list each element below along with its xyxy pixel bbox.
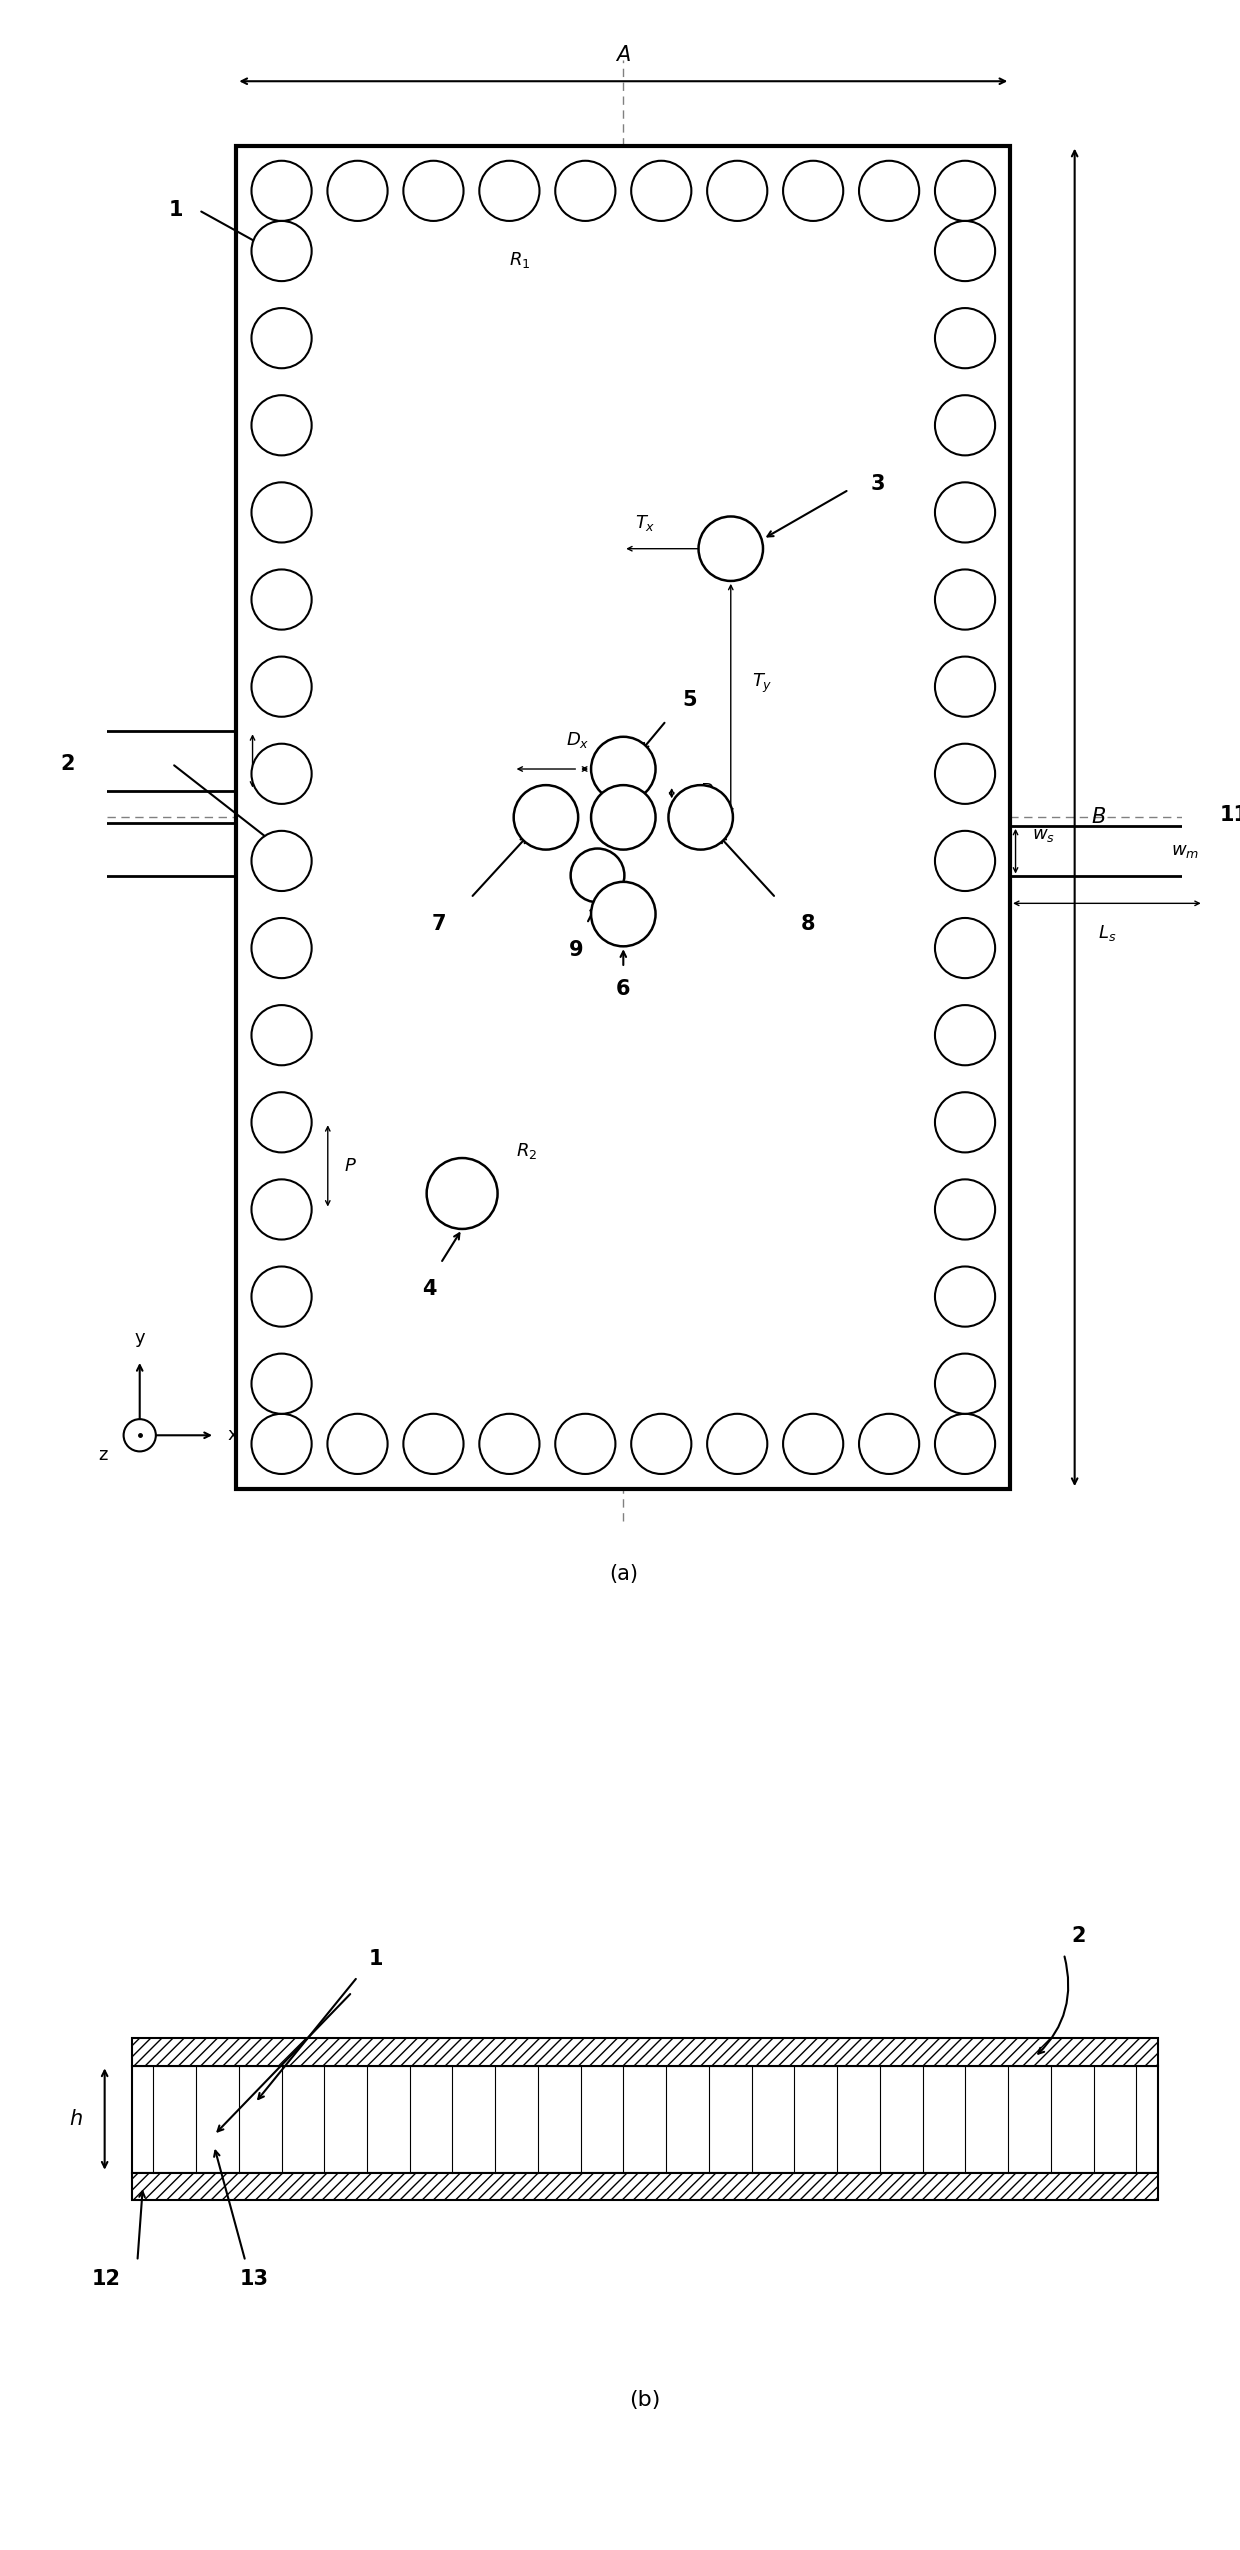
Circle shape: [403, 1413, 464, 1474]
Circle shape: [631, 161, 692, 222]
Circle shape: [935, 745, 996, 803]
Circle shape: [935, 831, 996, 890]
Circle shape: [252, 1354, 311, 1413]
Circle shape: [252, 309, 311, 367]
Text: $T_x$: $T_x$: [635, 513, 655, 533]
Circle shape: [252, 831, 311, 890]
Circle shape: [707, 161, 768, 222]
Text: $L_s$: $L_s$: [1097, 923, 1116, 944]
Circle shape: [698, 518, 763, 581]
Text: 6: 6: [616, 979, 631, 1000]
Text: $P$: $P$: [343, 1158, 357, 1176]
Circle shape: [707, 1413, 768, 1474]
Circle shape: [556, 161, 615, 222]
Circle shape: [403, 161, 464, 222]
Circle shape: [935, 1005, 996, 1066]
Text: $w_1$: $w_1$: [269, 752, 293, 770]
Text: 5: 5: [682, 691, 697, 709]
Circle shape: [591, 882, 656, 946]
Circle shape: [935, 1178, 996, 1239]
Circle shape: [427, 1158, 497, 1229]
Text: (b): (b): [629, 2389, 661, 2410]
Circle shape: [591, 785, 656, 849]
Text: $w_s$: $w_s$: [1032, 826, 1055, 844]
Text: 8: 8: [801, 913, 816, 933]
Bar: [131, 2066, 1158, 2173]
Circle shape: [252, 745, 311, 803]
Text: z: z: [98, 1446, 108, 1464]
Circle shape: [252, 482, 311, 543]
Circle shape: [859, 1413, 919, 1474]
Circle shape: [252, 395, 311, 456]
Circle shape: [935, 655, 996, 717]
Circle shape: [252, 569, 311, 630]
Circle shape: [668, 785, 733, 849]
Circle shape: [480, 161, 539, 222]
Circle shape: [556, 1413, 615, 1474]
Circle shape: [935, 1091, 996, 1153]
Text: $h$: $h$: [69, 2109, 83, 2129]
Circle shape: [784, 161, 843, 222]
Circle shape: [935, 918, 996, 979]
Circle shape: [935, 222, 996, 280]
Text: 2: 2: [1071, 1925, 1086, 1946]
Text: $T_y$: $T_y$: [753, 671, 773, 694]
Circle shape: [327, 1413, 388, 1474]
Circle shape: [935, 1413, 996, 1474]
Circle shape: [252, 1178, 311, 1239]
Circle shape: [859, 161, 919, 222]
Text: $A$: $A$: [615, 46, 631, 66]
Circle shape: [252, 1413, 311, 1474]
Circle shape: [935, 1354, 996, 1413]
Text: $B$: $B$: [1091, 808, 1106, 826]
Circle shape: [480, 1413, 539, 1474]
Text: $R_2$: $R_2$: [516, 1142, 537, 1160]
Text: 3: 3: [870, 474, 885, 495]
Circle shape: [513, 785, 578, 849]
Circle shape: [124, 1420, 156, 1451]
Text: 11: 11: [1220, 806, 1240, 826]
Circle shape: [252, 1091, 311, 1153]
Circle shape: [784, 1413, 843, 1474]
Circle shape: [252, 1267, 311, 1326]
Circle shape: [935, 309, 996, 367]
Text: $D_y$: $D_y$: [698, 783, 722, 806]
Circle shape: [591, 737, 656, 801]
Text: 1: 1: [368, 1948, 383, 1969]
Text: 4: 4: [423, 1280, 438, 1300]
Text: 1: 1: [169, 201, 182, 219]
Bar: [237, 145, 1011, 1489]
Bar: [131, 2037, 1158, 2066]
Text: 12: 12: [92, 2270, 122, 2290]
Circle shape: [327, 161, 388, 222]
Bar: [131, 2173, 1158, 2201]
Circle shape: [252, 222, 311, 280]
Circle shape: [935, 395, 996, 456]
Text: 9: 9: [569, 941, 583, 959]
Circle shape: [935, 569, 996, 630]
Circle shape: [252, 161, 311, 222]
Text: 2: 2: [61, 755, 76, 773]
Text: $R_1$: $R_1$: [510, 250, 531, 270]
Text: $w_m$: $w_m$: [1172, 842, 1199, 859]
Text: 13: 13: [241, 2270, 269, 2290]
Text: 7: 7: [432, 913, 445, 933]
Text: y: y: [134, 1329, 145, 1346]
Circle shape: [252, 655, 311, 717]
Circle shape: [252, 918, 311, 979]
Circle shape: [252, 1005, 311, 1066]
Circle shape: [935, 1267, 996, 1326]
Circle shape: [631, 1413, 692, 1474]
Text: (a): (a): [609, 1563, 637, 1584]
Circle shape: [935, 161, 996, 222]
Text: $D_x$: $D_x$: [567, 729, 590, 750]
Text: x: x: [228, 1425, 238, 1443]
Circle shape: [935, 482, 996, 543]
Circle shape: [570, 849, 625, 903]
